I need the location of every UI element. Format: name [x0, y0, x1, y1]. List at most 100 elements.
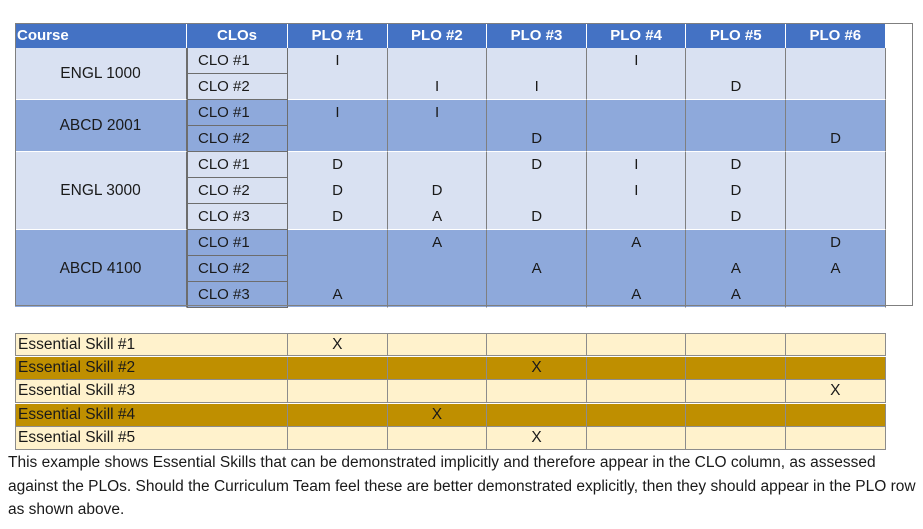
mapping-mark: A: [531, 260, 542, 277]
essential-skill-row: Essential Skill #5 X: [15, 427, 913, 450]
plo-cell: [686, 230, 786, 308]
clo-plo-mapping-table: Course CLOs PLO #1 PLO #2 PLO #3 PLO #4 PLO #5…: [15, 23, 913, 308]
mapping-mark: I: [435, 104, 440, 121]
plo-cell: [387, 152, 488, 230]
header-plo-2: PLO #2: [387, 23, 488, 48]
essential-skill-label: Essential Skill #1: [15, 333, 288, 356]
plo-cell: [586, 230, 687, 308]
essential-skill-row: Essential Skill #1 X: [15, 333, 913, 356]
plo-cell: [387, 48, 488, 100]
essential-skill-mark: [686, 427, 786, 450]
mapping-mark: I: [335, 52, 340, 69]
essential-skill-mark: [786, 427, 886, 450]
plo-cell: [786, 48, 886, 100]
clo-label: CLO #1: [187, 100, 288, 126]
mapping-mark: D: [730, 208, 742, 225]
mapping-mark: D: [730, 156, 742, 173]
essential-skill-label: Essential Skill #4: [15, 403, 288, 427]
essential-skill-mark: X: [387, 403, 488, 427]
essential-skill-mark: [387, 427, 488, 450]
essential-skill-mark: [686, 356, 786, 380]
clo-label: CLO #1: [187, 152, 288, 178]
mapping-mark: D: [830, 234, 841, 251]
plo-cell: [487, 152, 587, 230]
essential-skill-mark: [487, 403, 587, 427]
essential-skill-row: Essential Skill #4 X: [15, 403, 913, 427]
mapping-mark: D: [730, 182, 742, 199]
mapping-mark: A: [432, 234, 443, 251]
mapping-mark: D: [730, 78, 742, 95]
essential-skill-mark: [288, 380, 388, 403]
plo-cell: [288, 230, 388, 308]
essential-skill-mark: [387, 333, 488, 356]
header-plo-4: PLO #4: [586, 23, 687, 48]
essential-skill-mark: [487, 380, 587, 403]
mapping-mark: D: [332, 182, 343, 199]
mapping-mark: D: [332, 156, 343, 173]
plo-cell: [786, 100, 886, 152]
explanatory-note: This example shows Essential Skills that…: [8, 454, 916, 518]
header-plo-5: PLO #5: [686, 23, 786, 48]
mapping-mark: D: [531, 156, 543, 173]
plo-cell: [586, 152, 687, 230]
plo-cell: [487, 230, 587, 308]
plo-cell: [288, 100, 388, 152]
header-plo-1: PLO #1: [288, 23, 388, 48]
plo-cell: [387, 230, 488, 308]
essential-skill-row: Essential Skill #2 X: [15, 356, 913, 380]
mapping-mark: I: [335, 104, 340, 121]
plo-cell: [786, 230, 886, 308]
mapping-mark: A: [332, 286, 343, 303]
clo-label: CLO #2: [187, 74, 288, 100]
essential-skill-mark: X: [288, 333, 388, 356]
essential-skill-mark: [686, 403, 786, 427]
plo-cell: [487, 100, 587, 152]
mapping-mark: D: [830, 130, 841, 147]
mapping-mark: I: [435, 78, 440, 95]
plo-cell: [686, 152, 786, 230]
plo-cell: [487, 48, 587, 100]
course-name-cell: ABCD 2001: [15, 100, 187, 152]
plo-cell: [586, 48, 687, 100]
essential-skill-mark: [786, 403, 886, 427]
mapping-mark: A: [730, 286, 741, 303]
plo-cell: [387, 100, 488, 152]
essential-skill-mark: [786, 356, 886, 380]
essential-skill-mark: X: [786, 380, 886, 403]
essential-skill-mark: [686, 380, 786, 403]
essential-skill-mark: [586, 333, 687, 356]
clo-label: CLO #1: [187, 48, 288, 74]
mapping-mark: I: [534, 78, 539, 95]
essential-skill-mark: [288, 356, 388, 380]
course-name-cell: ENGL 3000: [15, 152, 187, 230]
mapping-mark: I: [634, 52, 639, 69]
clo-label: CLO #3: [187, 204, 288, 230]
mapping-mark: I: [634, 156, 639, 173]
plo-cell: [586, 100, 687, 152]
clo-label: CLO #2: [187, 178, 288, 204]
course-name-cell: ABCD 4100: [15, 230, 187, 308]
mapping-mark: D: [531, 130, 543, 147]
essential-skill-mark: [686, 333, 786, 356]
plo-cell: [786, 152, 886, 230]
plo-cell: [686, 48, 786, 100]
mapping-mark: A: [830, 260, 841, 277]
clo-label: CLO #3: [187, 282, 288, 308]
mapping-mark: D: [431, 182, 443, 199]
essential-skill-mark: X: [487, 427, 587, 450]
essential-skill-mark: [786, 333, 886, 356]
clo-label: CLO #2: [187, 256, 288, 282]
mapping-mark: A: [730, 260, 741, 277]
clo-label: CLO #2: [187, 126, 288, 152]
mapping-mark: I: [634, 182, 639, 199]
header-clos: CLOs: [187, 23, 288, 48]
essential-skill-mark: [288, 403, 388, 427]
mapping-mark: A: [432, 208, 443, 225]
essential-skill-mark: [586, 427, 687, 450]
mapping-mark: A: [631, 286, 642, 303]
essential-skill-label: Essential Skill #3: [15, 380, 288, 403]
essential-skill-mark: [586, 403, 687, 427]
essential-skill-mark: [288, 427, 388, 450]
mapping-mark: D: [531, 208, 543, 225]
essential-skill-mark: [586, 380, 687, 403]
